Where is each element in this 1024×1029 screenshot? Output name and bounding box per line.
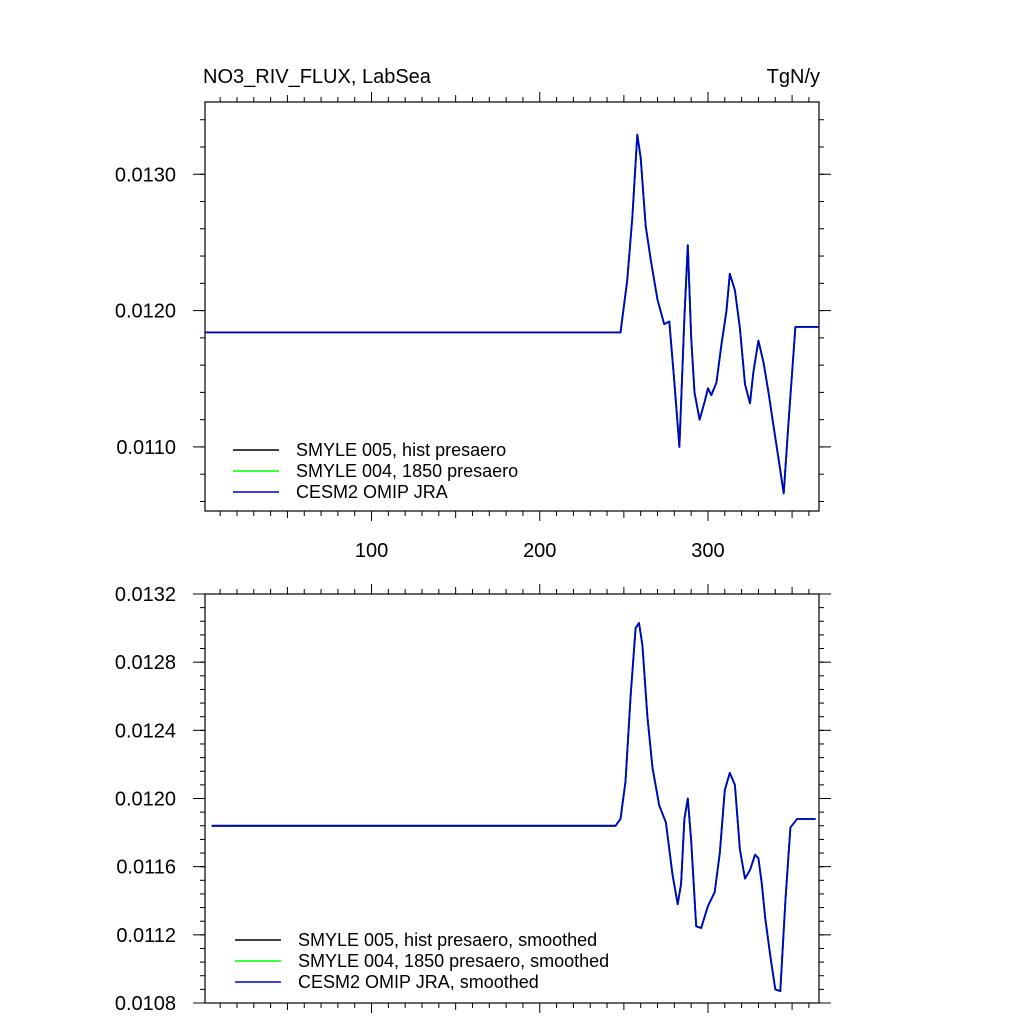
y-tick-label: 0.0120 <box>115 789 176 811</box>
legend-label: SMYLE 004, 1850 presaero <box>296 461 518 481</box>
y-tick-label: 0.0130 <box>115 164 176 186</box>
y-tick-label: 0.0124 <box>115 720 176 742</box>
x-tick-label: 200 <box>523 540 556 562</box>
y-tick-label: 0.0120 <box>115 301 176 323</box>
series-line-3 <box>205 133 819 495</box>
units-label: TgN/y <box>767 66 820 88</box>
y-tick-label: 0.0112 <box>116 925 176 947</box>
panel-smoothed: 0.0108 0.0112 0.0116 0.0120 0.0124 0.0128 0.01… <box>115 584 831 1015</box>
y-tick-label: 0.0110 <box>116 437 176 459</box>
x-tick-label: 100 <box>355 540 388 562</box>
x-tick-label: 300 <box>691 540 724 562</box>
chart-title: NO3_RIV_FLUX, LabSea <box>203 66 432 88</box>
legend-label: CESM2 OMIP JRA <box>296 482 448 502</box>
legend-label: SMYLE 005, hist presaero <box>296 440 506 460</box>
legend-label: SMYLE 005, hist presaero, smoothed <box>298 930 597 950</box>
y-tick-label: 0.0128 <box>115 652 176 674</box>
y-tick-label: 0.0116 <box>116 857 176 879</box>
plot-frame <box>204 101 820 512</box>
y-tick-label: 0.0132 <box>115 584 176 606</box>
y-tick-label: 0.0108 <box>115 993 176 1015</box>
legend-label: CESM2 OMIP JRA, smoothed <box>298 972 539 992</box>
legend-label: SMYLE 004, 1850 presaero, smoothed <box>298 951 609 971</box>
panel-raw: 100 200 300 0.0110 0.0120 0.0130 SMYLE 005, hi… <box>115 92 831 562</box>
series-line-3 <box>211 622 816 992</box>
